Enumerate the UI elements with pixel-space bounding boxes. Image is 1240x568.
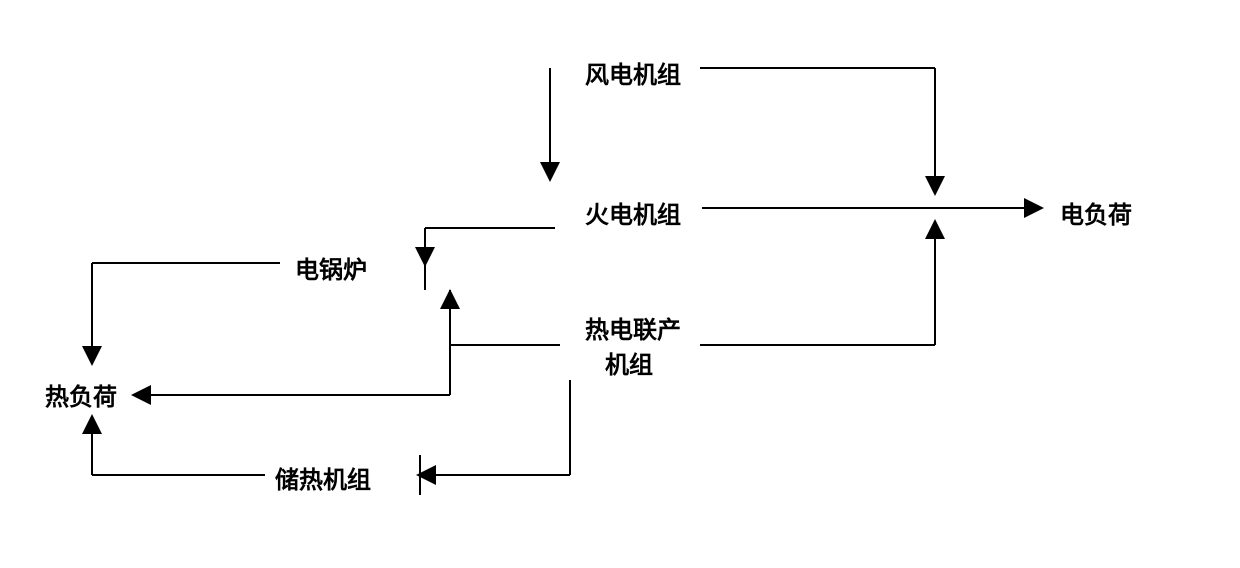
- node-wind-turbine: 风电机组: [585, 55, 681, 90]
- node-thermal-power: 火电机组: [585, 195, 681, 230]
- node-electric-boiler: 电锅炉: [295, 250, 367, 285]
- node-chp-unit-line1: 热电联产: [585, 310, 681, 345]
- node-chp-unit-line2: 机组: [605, 345, 653, 380]
- node-electric-load: 电负荷: [1060, 195, 1132, 230]
- node-heat-storage: 储热机组: [275, 460, 371, 495]
- node-heat-load: 热负荷: [45, 377, 117, 412]
